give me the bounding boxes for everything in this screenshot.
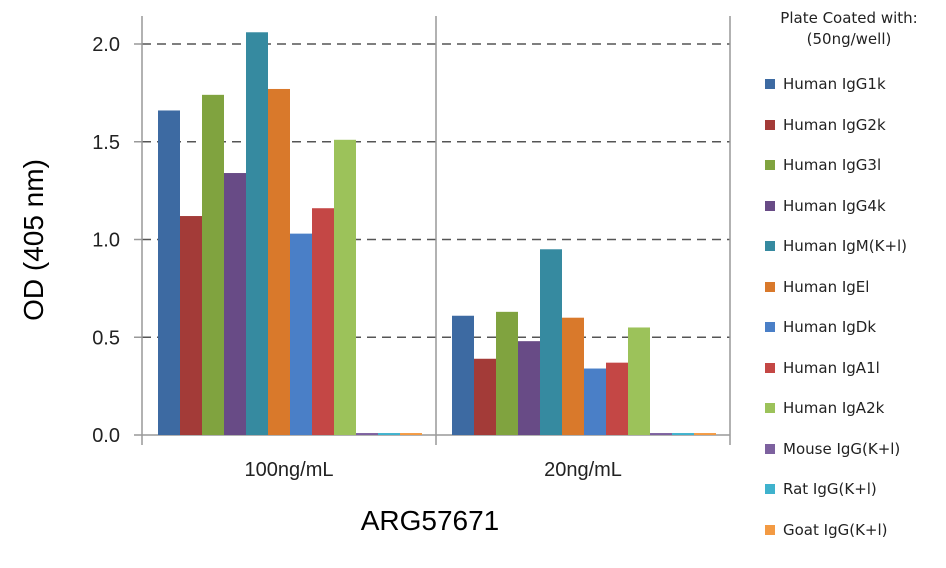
bar — [518, 341, 540, 435]
legend-label: Goat IgG(K+l) — [783, 520, 888, 539]
bar — [606, 362, 628, 435]
legend-label: Mouse IgG(K+l) — [783, 439, 901, 458]
legend-swatch — [765, 79, 775, 89]
legend-item: Human IgDk — [765, 317, 876, 337]
bar — [356, 433, 378, 435]
legend-swatch — [765, 322, 775, 332]
tick-labels: 0.0 0.5 1.0 1.5 2.0 100ng/mL 20ng/mL — [92, 34, 622, 481]
y-tick-label: 0.0 — [92, 425, 120, 447]
y-tick-label: 1.0 — [92, 230, 120, 252]
legend-item: Mouse IgG(K+l) — [765, 439, 900, 459]
x-tick-label: 100ng/mL — [245, 459, 334, 481]
legend-label: Rat IgG(K+l) — [783, 480, 877, 498]
bar — [246, 32, 268, 436]
legend-swatch — [765, 160, 775, 170]
bar — [540, 249, 562, 435]
legend-label: Human IgDk — [783, 318, 877, 336]
legend-title-line-2: (50ng/well) — [806, 30, 892, 48]
legend-item: Goat IgG(K+l) — [765, 520, 888, 540]
y-tick-label: 2.0 — [92, 34, 120, 56]
bar — [202, 94, 224, 435]
bar — [180, 216, 202, 435]
bar — [290, 233, 312, 435]
legend-title-line-1: Plate Coated with: — [780, 9, 918, 27]
y-tick-label: 0.5 — [92, 327, 120, 349]
legend-swatch — [765, 443, 775, 454]
bar — [474, 358, 496, 435]
legend-label: Human IgEl — [783, 277, 870, 296]
legend-swatch — [765, 362, 775, 373]
legend-item: Human IgA1l — [765, 358, 880, 378]
legend-item: Human IgG3l — [765, 155, 881, 175]
y-axis-title: OD (405 nm) — [18, 159, 49, 321]
legend-label: Human IgM(K+l) — [783, 237, 908, 255]
legend-label: Human IgA1l — [783, 358, 880, 377]
bar — [224, 173, 246, 435]
legend-item: Rat IgG(K+l) — [765, 479, 877, 499]
legend-label: Human IgA2k — [783, 399, 885, 417]
legend-item: Human IgG4k — [765, 196, 886, 216]
legend-label: Human IgG2k — [783, 115, 886, 134]
bar — [158, 110, 180, 435]
bar — [672, 433, 694, 435]
bar — [400, 433, 422, 435]
bar — [268, 88, 290, 435]
legend-label: Human IgG4k — [783, 196, 886, 215]
y-axis-title-container: OD (405 nm) — [14, 130, 54, 350]
bar — [312, 208, 334, 435]
legend-swatch — [765, 119, 775, 130]
bar — [452, 315, 474, 435]
legend-label: Human IgG3l — [783, 156, 882, 174]
bar — [496, 311, 518, 435]
bar — [584, 368, 606, 435]
legend-swatch — [765, 200, 775, 211]
x-tick-label: 20ng/mL — [544, 459, 622, 481]
x-axis-title: ARG57671 — [360, 505, 500, 536]
legend-swatch — [765, 241, 775, 251]
bar — [650, 433, 672, 435]
legend-item: Human IgG2k — [765, 115, 886, 135]
legend-item: Human IgG1k — [765, 74, 886, 94]
legend: Plate Coated with: (50ng/well) Human IgG… — [755, 8, 943, 539]
legend-swatch — [765, 281, 775, 292]
bar — [628, 327, 650, 435]
legend-item: Human IgM(K+l) — [765, 236, 907, 256]
bar — [562, 317, 584, 435]
legend-swatch — [765, 484, 775, 494]
legend-swatch — [765, 403, 775, 413]
bar — [378, 433, 400, 435]
legend-swatch — [765, 524, 775, 535]
legend-label: Human IgG1k — [783, 75, 886, 93]
y-tick-label: 1.5 — [92, 132, 120, 154]
bar — [694, 433, 716, 435]
legend-item: Human IgA2k — [765, 398, 884, 418]
bars — [158, 32, 716, 436]
bar — [334, 139, 356, 436]
legend-item: Human IgEl — [765, 277, 869, 297]
